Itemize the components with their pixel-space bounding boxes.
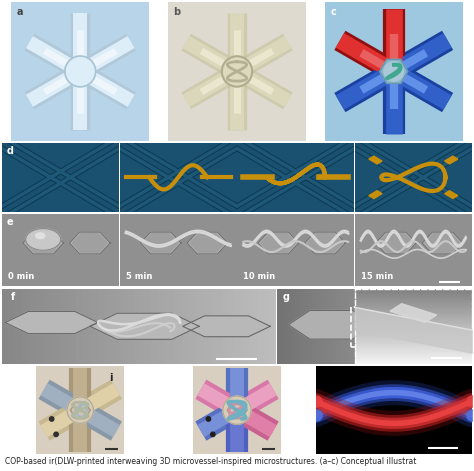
Polygon shape (288, 310, 374, 339)
Circle shape (384, 62, 403, 81)
Polygon shape (69, 232, 110, 254)
Text: b: b (173, 7, 181, 16)
Polygon shape (379, 234, 413, 252)
Text: j: j (169, 373, 173, 383)
Text: g: g (283, 292, 290, 301)
Text: e: e (7, 217, 14, 227)
Text: c: c (330, 7, 336, 16)
Polygon shape (308, 234, 342, 252)
Polygon shape (390, 304, 437, 323)
Circle shape (206, 417, 210, 421)
Polygon shape (375, 232, 416, 254)
Bar (445, 191, 458, 198)
Text: 15 min: 15 min (361, 272, 393, 281)
Text: 10 min: 10 min (243, 272, 275, 281)
Polygon shape (304, 232, 346, 254)
Polygon shape (258, 232, 299, 254)
Circle shape (66, 57, 94, 85)
Circle shape (222, 56, 252, 87)
Polygon shape (187, 232, 228, 254)
Polygon shape (140, 232, 181, 254)
Polygon shape (73, 234, 107, 252)
Text: 5 min: 5 min (126, 272, 152, 281)
Circle shape (65, 56, 95, 87)
Polygon shape (261, 234, 296, 252)
Circle shape (224, 58, 250, 85)
Polygon shape (90, 313, 199, 339)
Circle shape (210, 432, 215, 437)
Text: i: i (109, 373, 113, 383)
Polygon shape (183, 316, 270, 337)
Polygon shape (71, 402, 90, 419)
Polygon shape (425, 234, 460, 252)
Text: COP-based ir(DLW-printed interweaving 3D microvessel-inspired microstructures. (: COP-based ir(DLW-printed interweaving 3D… (5, 457, 416, 466)
Polygon shape (144, 234, 178, 252)
Polygon shape (5, 311, 98, 333)
Polygon shape (190, 234, 225, 252)
Circle shape (67, 397, 93, 423)
Polygon shape (26, 234, 61, 252)
Circle shape (223, 396, 251, 424)
Text: d: d (7, 146, 14, 155)
Circle shape (36, 233, 45, 239)
Text: 0 min: 0 min (8, 272, 35, 281)
Circle shape (49, 417, 54, 421)
Polygon shape (380, 59, 408, 83)
Bar (369, 156, 382, 164)
Polygon shape (228, 402, 246, 419)
Text: f: f (10, 292, 15, 301)
Bar (351, 307, 437, 348)
Circle shape (54, 432, 58, 437)
Bar (445, 156, 458, 164)
Bar (369, 191, 382, 198)
Polygon shape (422, 232, 463, 254)
Circle shape (26, 228, 61, 250)
Polygon shape (23, 232, 64, 254)
Polygon shape (363, 321, 433, 344)
Text: a: a (17, 7, 23, 16)
